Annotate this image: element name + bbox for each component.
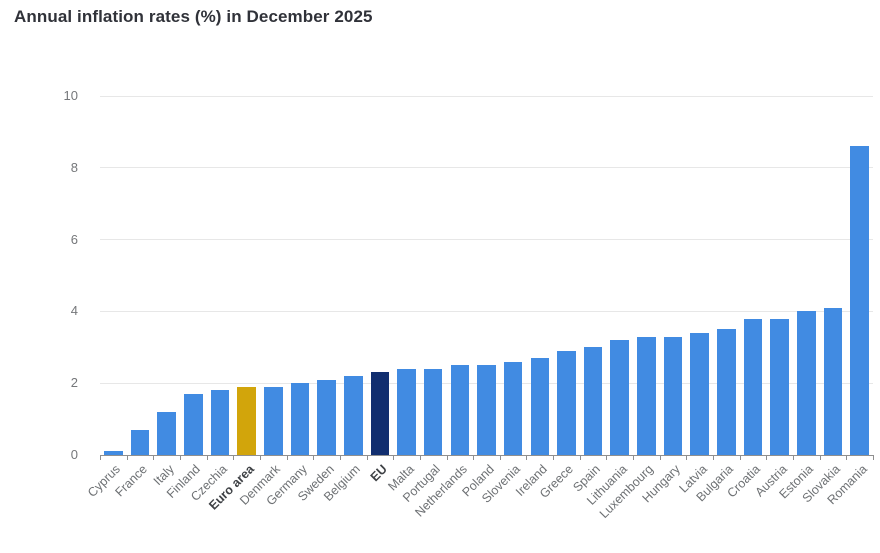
x-axis-tick	[233, 455, 234, 460]
x-axis-tick	[686, 455, 687, 460]
x-axis-tick	[100, 455, 101, 460]
plot-area	[100, 95, 874, 460]
bar-eu[interactable]	[370, 372, 390, 455]
y-axis-label-10: 10	[63, 88, 78, 103]
x-axis-tick	[287, 455, 288, 460]
y-axis-label-2: 2	[70, 375, 78, 391]
x-axis-tick	[766, 455, 767, 460]
bar-sweden[interactable]	[317, 380, 336, 455]
bar-cyprus[interactable]	[104, 451, 123, 455]
bar-portugal[interactable]	[423, 369, 443, 455]
bar-denmark[interactable]	[263, 387, 283, 455]
bar-italy[interactable]	[157, 412, 176, 455]
bar-netherlands[interactable]	[450, 365, 470, 455]
bar-romania[interactable]	[850, 146, 869, 455]
x-axis-tick	[846, 455, 847, 460]
x-axis-tick	[340, 455, 341, 460]
bar-poland[interactable]	[477, 365, 496, 455]
bar-slovenia[interactable]	[503, 362, 523, 455]
x-axis-tick	[580, 455, 581, 460]
bar-luxembourg[interactable]	[637, 337, 656, 455]
x-axis-tick	[180, 455, 181, 460]
y-axis-label-6: 6	[70, 231, 78, 247]
bar-hungary[interactable]	[663, 337, 683, 455]
gridline-y6	[100, 239, 873, 241]
x-axis-tick	[447, 455, 448, 460]
x-axis-tick	[820, 455, 821, 460]
y-axis-label-8: 8	[70, 159, 78, 175]
gridline-y10	[100, 95, 873, 97]
bar-euro-area[interactable]	[237, 387, 256, 455]
x-axis-tick	[473, 455, 474, 460]
bar-finland[interactable]	[183, 394, 203, 455]
x-axis-tick	[660, 455, 661, 460]
x-axis-tick	[633, 455, 634, 460]
gridline-y8	[100, 167, 873, 169]
bar-france[interactable]	[130, 430, 150, 455]
bar-bulgaria[interactable]	[717, 329, 736, 455]
x-axis-tick	[127, 455, 128, 460]
x-axis-tick	[500, 455, 501, 460]
x-axis-tick	[553, 455, 554, 460]
x-axis-tick	[793, 455, 794, 460]
x-axis-tick	[740, 455, 741, 460]
bar-lithuania[interactable]	[610, 340, 630, 455]
y-axis-label-0: 0	[70, 447, 78, 462]
x-axis-tick	[367, 455, 368, 460]
x-axis-tick	[713, 455, 714, 460]
x-axis-line	[100, 455, 873, 456]
bar-latvia[interactable]	[690, 333, 710, 455]
bar-belgium[interactable]	[343, 376, 363, 455]
bar-slovakia[interactable]	[823, 308, 843, 455]
bar-ireland[interactable]	[530, 358, 550, 455]
gridline-y4	[100, 310, 873, 312]
bar-greece[interactable]	[557, 351, 576, 455]
bar-germany[interactable]	[290, 383, 310, 455]
x-axis-tick	[420, 455, 421, 460]
chart-title: Annual inflation rates (%) in December 2…	[14, 7, 373, 26]
bar-estonia[interactable]	[797, 311, 816, 455]
x-axis-tick	[393, 455, 394, 460]
bar-malta[interactable]	[397, 369, 416, 455]
x-axis-tick	[260, 455, 261, 460]
x-axis-tick	[606, 455, 607, 460]
x-axis-tick	[873, 455, 874, 460]
bar-spain[interactable]	[583, 347, 603, 455]
x-axis-tick	[207, 455, 208, 460]
y-axis-label-4: 4	[70, 303, 78, 319]
bar-austria[interactable]	[770, 319, 789, 455]
x-axis-tick	[526, 455, 527, 460]
x-axis-tick	[153, 455, 154, 460]
bar-croatia[interactable]	[743, 319, 763, 455]
x-axis-tick	[313, 455, 314, 460]
bar-czechia[interactable]	[210, 390, 230, 455]
